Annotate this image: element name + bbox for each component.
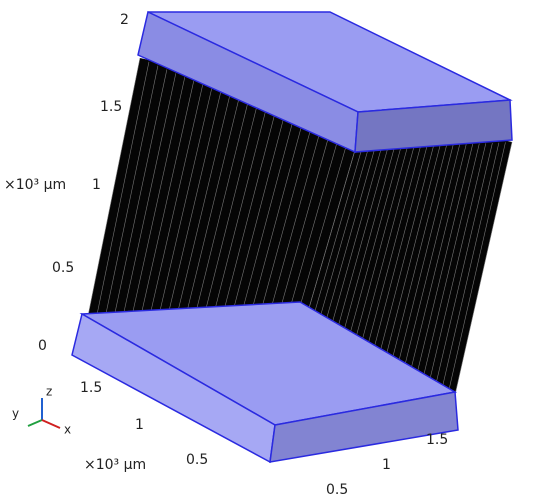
wire [394,144,460,406]
side-face [269,391,459,463]
z-tick-label: 0.5 [52,260,74,276]
wire [424,143,487,401]
z-unit-label: ×10³ μm [4,177,66,193]
bottom-plate [71,301,459,464]
wire [142,84,204,348]
y-arrow [27,419,43,427]
wire [439,142,500,398]
wire [454,141,513,396]
wire [447,142,506,397]
x-tick-label: 1 [382,457,391,473]
side-face [354,99,513,153]
axis-triad: z y x [12,385,71,437]
wire [432,142,493,399]
wire [118,73,177,335]
y-unit-label: ×10³ μm [84,457,146,473]
x-tick-label: 1.5 [426,432,448,448]
x-label: x [64,423,71,437]
z-label: z [46,385,52,399]
y-tick-label: 1 [135,417,144,433]
wire [87,57,141,317]
wire [417,143,480,402]
wire [409,143,474,403]
z-tick-label: 2 [120,12,129,28]
y-tick-label: 0.5 [186,452,208,468]
wire [111,69,168,330]
z-tick-label: 0 [38,338,47,354]
wire [126,77,186,339]
wire [150,88,212,353]
wire [103,65,159,326]
y-tick-label: 1.5 [80,380,102,396]
y-label: y [12,407,19,421]
wire [402,144,467,404]
x-tick-label: 0.5 [326,482,348,498]
x-arrow [41,419,61,429]
wire [95,61,150,321]
wire [134,80,195,344]
z-tick-label: 1 [92,177,101,193]
z-tick-label: 1.5 [100,99,122,115]
top-plate [137,10,513,154]
